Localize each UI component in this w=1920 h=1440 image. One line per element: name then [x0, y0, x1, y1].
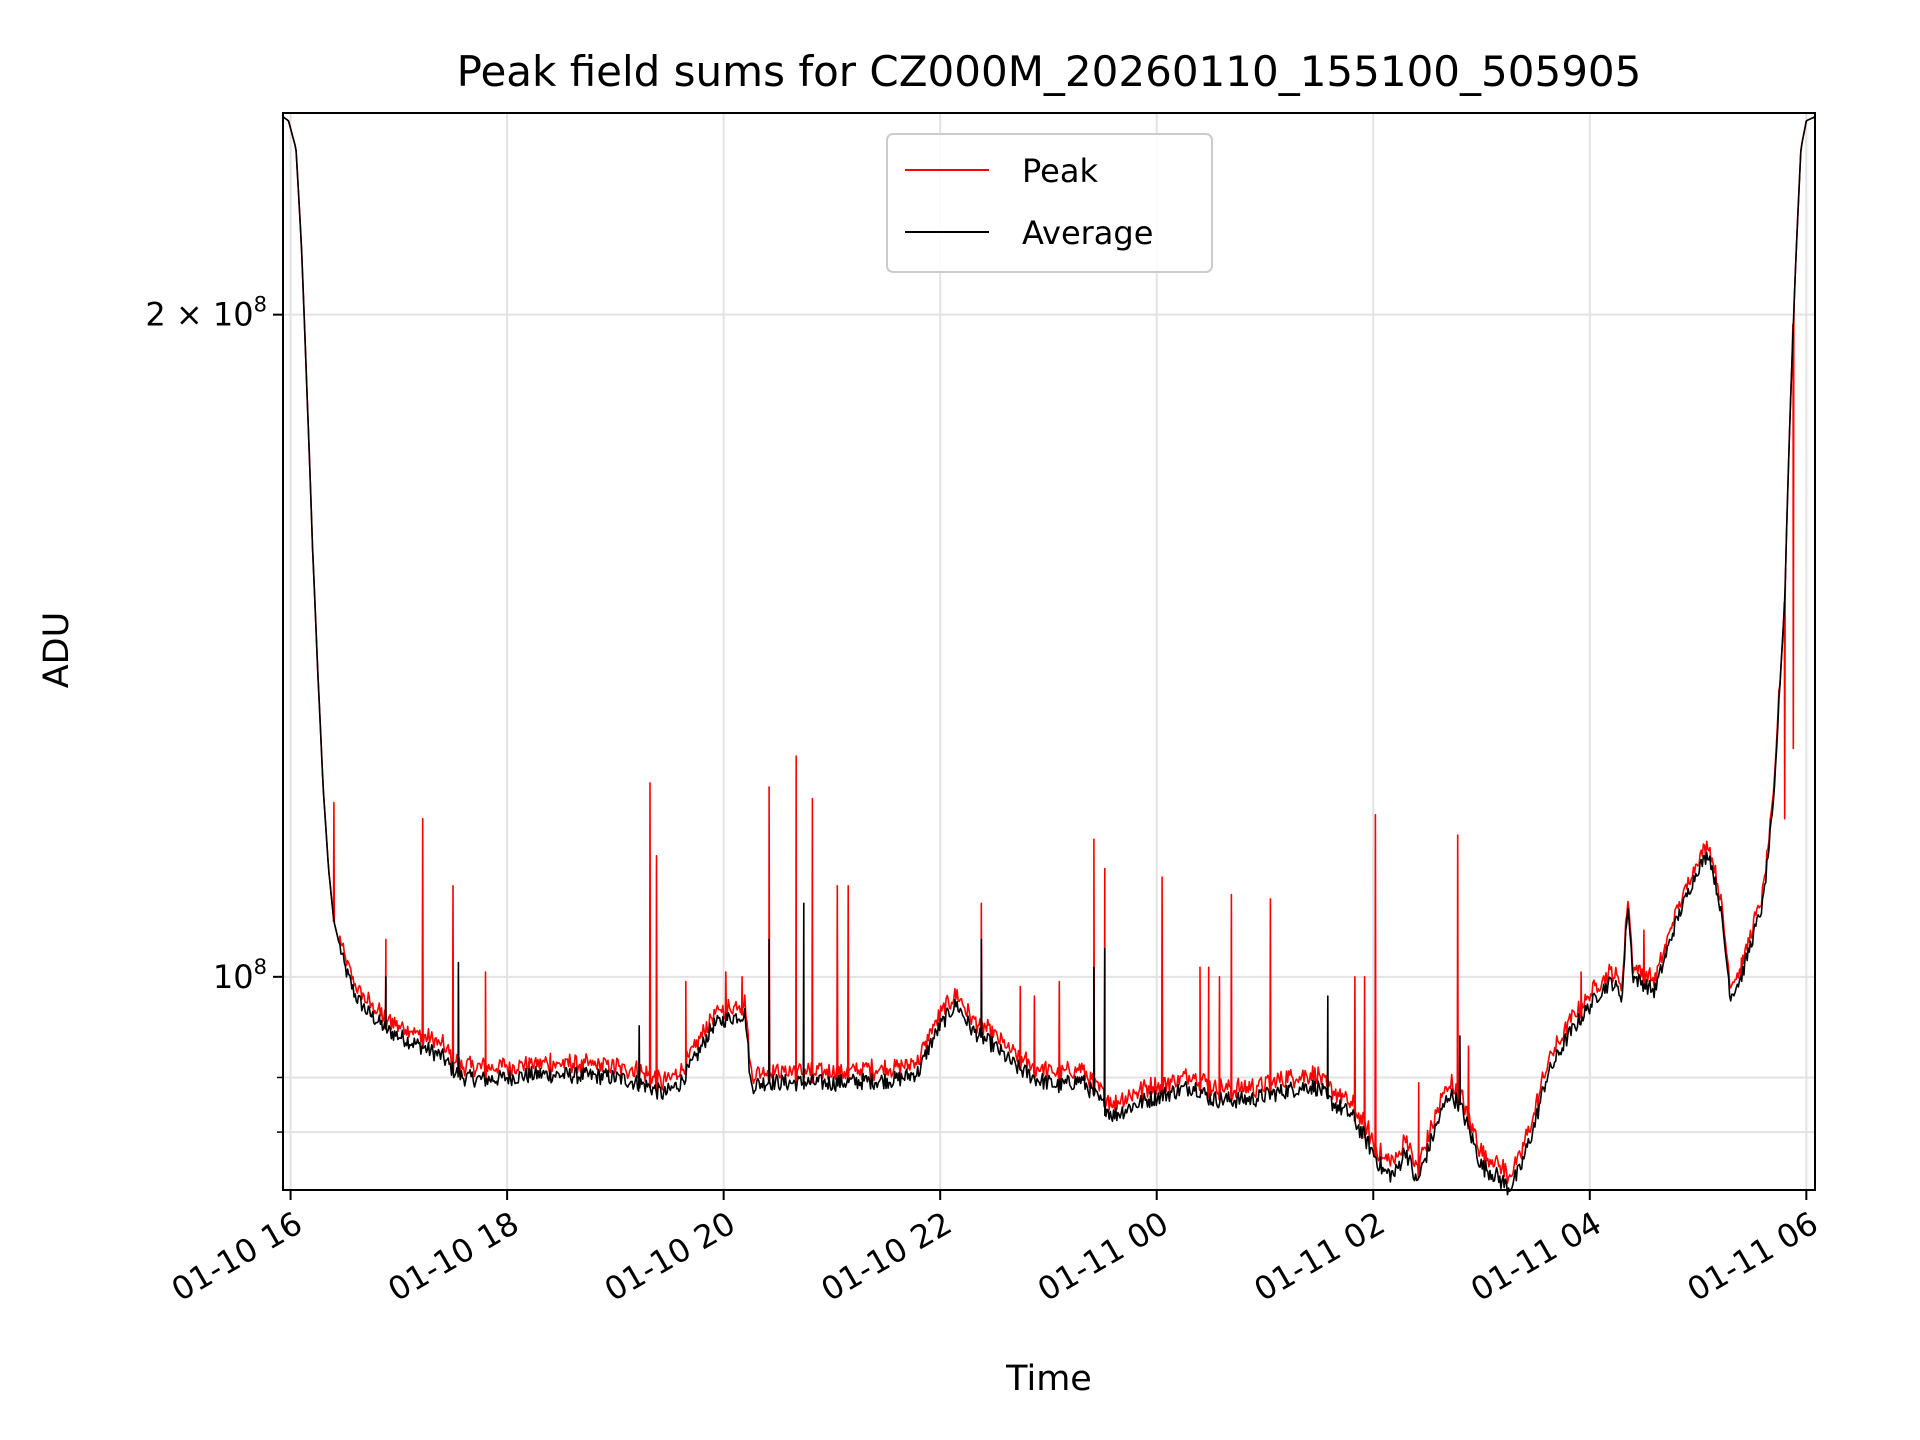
legend-label-peak: Peak — [1022, 152, 1098, 190]
y-tick-label: 2 × 108 — [145, 293, 267, 334]
legend-box — [886, 133, 1213, 273]
y-axis-label: ADU — [37, 612, 77, 689]
y-ticks: 108 2 × 108 — [145, 293, 283, 1133]
x-axis-label: Time — [1005, 1359, 1092, 1399]
series-line-peak — [282, 116, 1816, 1184]
grid-lines — [283, 113, 1815, 1190]
legend: Peak Average — [886, 133, 1213, 273]
y-tick-label: 108 — [213, 955, 267, 996]
plot-frame — [282, 112, 1816, 1191]
plot-series — [282, 116, 1816, 1196]
chart-title: Peak field sums for CZ000M_20260110_1551… — [457, 47, 1642, 96]
legend-label-average: Average — [1022, 214, 1153, 252]
series-line-average — [282, 116, 1816, 1196]
